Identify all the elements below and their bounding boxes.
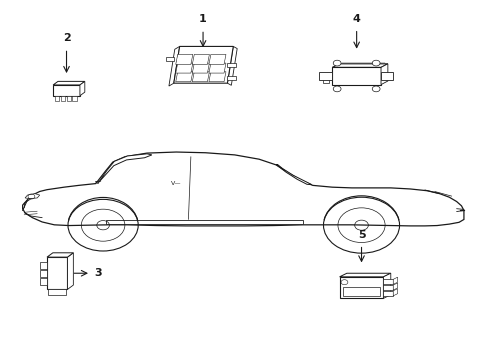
Polygon shape [383,291,392,296]
Polygon shape [55,96,59,101]
Polygon shape [166,57,173,62]
Polygon shape [392,289,397,296]
Polygon shape [175,63,192,73]
Polygon shape [392,277,397,284]
Polygon shape [339,273,390,277]
Polygon shape [40,262,47,269]
Polygon shape [227,46,237,85]
Polygon shape [168,46,179,86]
Polygon shape [192,72,209,82]
Polygon shape [380,64,387,85]
Polygon shape [53,81,84,85]
Polygon shape [47,253,73,257]
Polygon shape [383,279,392,284]
Text: 2: 2 [62,33,70,43]
Polygon shape [339,277,383,298]
Polygon shape [105,220,303,224]
Polygon shape [323,80,329,83]
Polygon shape [61,96,65,101]
Circle shape [371,60,379,66]
Polygon shape [392,283,397,290]
Polygon shape [175,54,192,64]
Circle shape [371,86,379,92]
Polygon shape [80,81,84,96]
Polygon shape [343,287,379,296]
Polygon shape [173,46,233,83]
Polygon shape [208,54,225,64]
Polygon shape [318,72,331,80]
Text: 3: 3 [94,268,102,278]
Polygon shape [53,85,80,96]
Polygon shape [40,270,47,277]
Text: 4: 4 [352,14,360,24]
Polygon shape [40,278,47,285]
Polygon shape [227,63,236,67]
Polygon shape [380,72,392,80]
Polygon shape [208,63,225,73]
Text: 5: 5 [357,230,365,239]
Polygon shape [67,253,73,289]
Text: 1: 1 [199,14,206,24]
Polygon shape [66,96,71,101]
Polygon shape [48,289,66,295]
Polygon shape [47,257,67,289]
Polygon shape [383,273,390,298]
Circle shape [332,60,340,66]
Polygon shape [98,154,152,183]
Circle shape [332,86,340,92]
Polygon shape [192,54,209,64]
Polygon shape [227,76,236,80]
Polygon shape [175,72,192,82]
Polygon shape [383,285,392,290]
Polygon shape [331,67,380,85]
Polygon shape [276,165,311,185]
Polygon shape [72,96,76,101]
Polygon shape [25,194,40,199]
Text: V—: V— [171,181,181,186]
Polygon shape [331,64,387,67]
Polygon shape [22,152,463,226]
Polygon shape [192,63,209,73]
Polygon shape [208,72,225,82]
